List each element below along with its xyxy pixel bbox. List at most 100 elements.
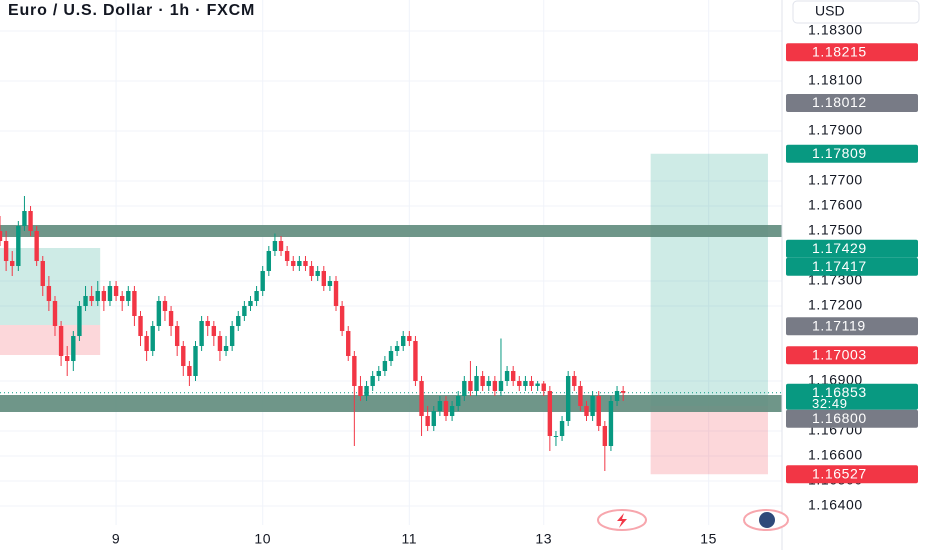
candle-body — [284, 251, 290, 261]
y-tick-label: 1.17700 — [808, 172, 863, 188]
candle-body — [602, 426, 608, 446]
flag — [759, 512, 775, 528]
candle-body — [16, 226, 21, 266]
y-tick-label: 1.17500 — [808, 222, 863, 238]
price-badge-label: 1.16800 — [812, 410, 867, 426]
y-tick-label: 1.17200 — [808, 297, 863, 313]
candle-body — [614, 391, 620, 401]
candle-body — [327, 281, 333, 286]
price-badge-label: 1.18012 — [812, 94, 867, 110]
candle-body — [260, 271, 265, 291]
profit-zone — [650, 153, 768, 406]
lightning — [617, 513, 627, 528]
candle-body — [474, 376, 479, 391]
candle-body — [449, 406, 455, 416]
candle-body — [498, 381, 504, 391]
candle-body — [523, 381, 528, 386]
currency-button[interactable] — [792, 0, 920, 24]
candle-body — [278, 241, 284, 251]
price-axis: 1.18300 1.18100 1.17900 1.17700 1.17600 1.175… — [112, 22, 918, 547]
x-tick-label: 13 — [535, 531, 552, 547]
currency[interactable]: USD — [815, 3, 845, 19]
candle-body — [138, 316, 143, 336]
candle-body — [504, 371, 510, 381]
candle-body — [291, 261, 296, 266]
candle-body — [77, 306, 82, 336]
zone — [0, 225, 782, 237]
candle-body — [376, 371, 381, 376]
price-badge — [786, 239, 918, 258]
drawings — [0, 153, 782, 475]
candle-body — [150, 326, 155, 351]
candle-body — [596, 396, 601, 426]
candle-body — [333, 281, 339, 306]
candle-body — [315, 271, 320, 276]
candle-body — [217, 336, 223, 351]
candle-body — [431, 411, 436, 426]
candle-body — [3, 241, 9, 261]
candle-body — [388, 351, 394, 361]
bottom-icons — [597, 509, 789, 531]
candle-body — [468, 381, 473, 391]
candle-body — [223, 346, 229, 351]
candle-body — [529, 381, 534, 386]
y-tick-label: 1.18100 — [808, 72, 863, 88]
price-badge — [786, 346, 918, 365]
candle-body — [565, 376, 571, 421]
candle-body — [309, 266, 314, 276]
candle-body — [193, 346, 198, 376]
candle-body — [174, 326, 180, 346]
candle-body — [95, 291, 100, 301]
candle-body — [297, 261, 302, 266]
grid — [0, 0, 782, 525]
candle-body — [248, 301, 253, 306]
candle-body — [242, 306, 247, 316]
candle-body — [229, 326, 235, 346]
candle-body — [34, 231, 39, 261]
y-tick-label: 1.17900 — [808, 122, 863, 138]
candle-body — [144, 336, 149, 351]
candle-body — [101, 291, 107, 301]
candle-body — [266, 251, 272, 271]
price-badge — [786, 94, 918, 112]
price-badge — [786, 465, 918, 484]
candle-body — [456, 396, 461, 406]
candle-body — [425, 416, 430, 426]
candle-body — [480, 376, 485, 386]
candle-body — [58, 326, 64, 356]
price-badge — [786, 43, 918, 62]
price-badge-label: 1.16853 — [812, 384, 867, 400]
candle-body — [321, 271, 326, 286]
candle-body — [52, 301, 58, 326]
candle-body — [303, 261, 308, 266]
candle-body — [419, 381, 424, 416]
price-badge — [786, 409, 918, 428]
candle-body — [113, 286, 119, 296]
candle-body — [559, 421, 565, 436]
candle-body — [156, 301, 162, 326]
candle-body — [181, 346, 186, 366]
candle-body — [394, 346, 400, 351]
chart-title: Euro / U.S. Dollar · 1h · FXCM — [8, 2, 255, 19]
candle-body — [254, 291, 259, 301]
x-tick-label: 15 — [700, 531, 717, 547]
candle-body — [547, 391, 553, 436]
price-badge-label: 1.17417 — [812, 258, 867, 274]
candle-body — [83, 296, 88, 306]
y-tick-label: 1.18300 — [808, 22, 863, 38]
candle-body — [413, 341, 418, 381]
candle-body — [608, 401, 614, 446]
y-tick-label: 1.16400 — [808, 497, 863, 513]
candle-body — [352, 356, 357, 386]
candle-body — [199, 321, 204, 346]
price-badge-label: 1.16527 — [812, 465, 867, 481]
candle-body — [346, 331, 351, 356]
candle-body — [71, 336, 76, 361]
candle-body — [620, 391, 626, 393]
candle-body — [553, 436, 559, 437]
candle-body — [132, 291, 137, 316]
candle-body — [46, 286, 52, 301]
candle-body — [22, 211, 27, 226]
x-tick-label: 9 — [112, 531, 120, 547]
